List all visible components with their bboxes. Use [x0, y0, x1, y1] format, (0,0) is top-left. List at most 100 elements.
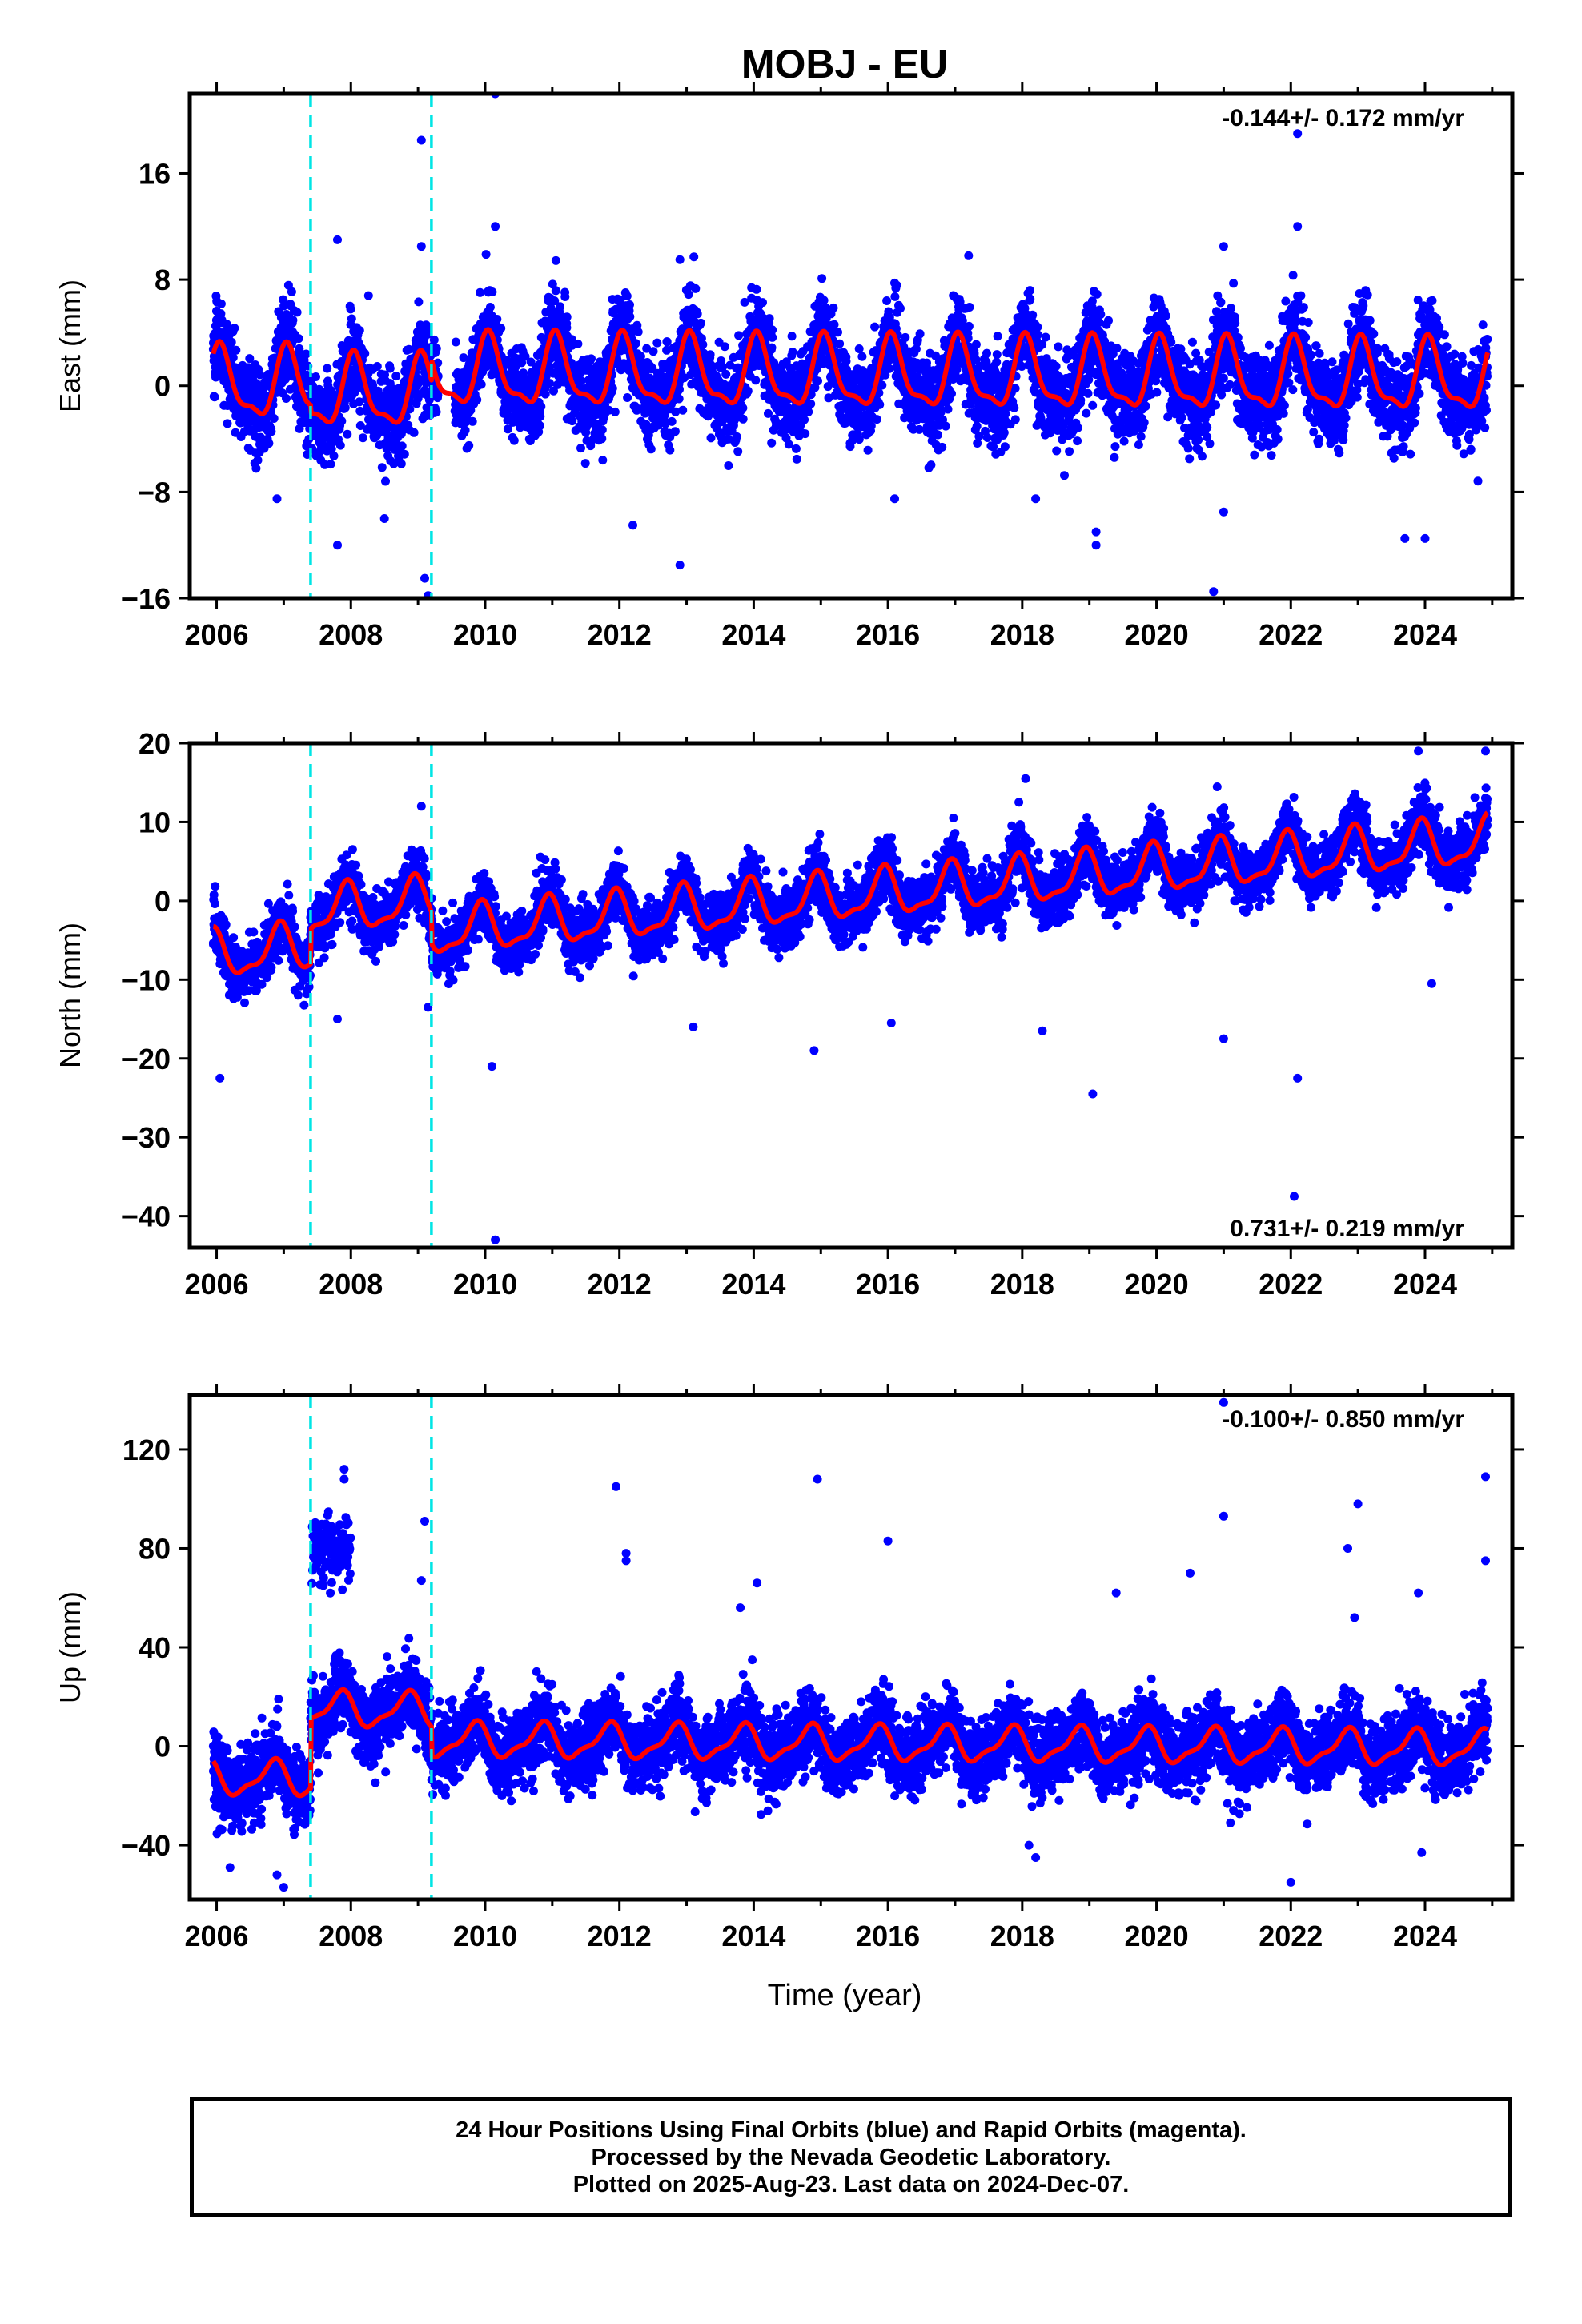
data-point [405, 404, 415, 414]
data-point [311, 372, 320, 381]
data-point [914, 424, 924, 434]
data-point [733, 447, 743, 456]
data-point [875, 400, 885, 409]
data-point [1073, 436, 1082, 446]
data-point [872, 415, 881, 424]
panel-1: 2006 2008 2010 2012 2014 2016 2018 2020 2022 2024… [54, 82, 1524, 651]
data-point [833, 328, 842, 337]
data-point [896, 304, 905, 313]
data-point [1073, 423, 1082, 432]
data-point [684, 290, 693, 300]
data-point [738, 403, 748, 412]
data-point [1139, 418, 1149, 428]
data-point [476, 380, 486, 389]
data-point [648, 347, 658, 356]
data-point [587, 354, 596, 364]
data-point [1051, 361, 1061, 371]
data-point [800, 415, 809, 424]
data-point [509, 436, 519, 445]
data-point [323, 364, 332, 373]
data-point [1141, 401, 1150, 411]
data-point [355, 421, 365, 430]
data-point [1083, 388, 1093, 398]
data-point [536, 402, 546, 412]
data-point [1112, 344, 1122, 353]
data-point [251, 464, 261, 473]
data-point [854, 344, 864, 353]
data-point [625, 312, 635, 321]
data-point [841, 356, 851, 366]
data-point [667, 416, 677, 426]
data-point [253, 456, 263, 465]
data-point [768, 325, 777, 335]
data-point [556, 302, 564, 312]
data-point [340, 403, 350, 412]
data-point [678, 405, 688, 415]
data-point [971, 340, 981, 349]
data-point [758, 298, 767, 308]
data-point [732, 432, 741, 441]
data-point [382, 444, 391, 453]
data-point [472, 395, 482, 404]
data-point [705, 350, 715, 360]
data-point [598, 456, 608, 465]
data-point [767, 343, 777, 352]
data-point [451, 337, 460, 347]
data-point [829, 303, 838, 312]
data-point [432, 407, 441, 416]
data-point [1065, 447, 1074, 456]
data-point [792, 454, 801, 464]
data-point [551, 286, 560, 296]
data-point [890, 292, 900, 301]
data-point [282, 394, 291, 403]
data-point [1076, 396, 1086, 405]
data-point [492, 315, 502, 324]
data-point [720, 342, 729, 352]
data-point [377, 463, 387, 472]
data-point [580, 459, 590, 468]
data-point [481, 250, 491, 259]
data-point [982, 348, 991, 358]
data-point [938, 442, 947, 452]
data-point [964, 321, 974, 331]
data-point [562, 323, 572, 332]
data-point [801, 429, 810, 439]
data-point [560, 292, 570, 301]
data-point [992, 350, 1002, 360]
data-point [1119, 436, 1129, 446]
data-point [459, 353, 468, 363]
data-point [545, 379, 554, 388]
data-point [947, 389, 956, 398]
data-point [791, 444, 801, 453]
data-point [691, 283, 701, 293]
data-point [223, 419, 232, 428]
data-point [857, 352, 867, 361]
data-point [675, 384, 684, 394]
data-point [623, 393, 632, 402]
data-point [787, 332, 797, 341]
data-point [347, 314, 356, 324]
data-point [468, 416, 477, 426]
data-point [400, 449, 409, 459]
data-point [264, 439, 274, 448]
data-point [432, 344, 441, 353]
data-point [294, 334, 303, 344]
data-point [885, 364, 894, 373]
data-point [863, 445, 873, 455]
panels: 2006 2008 2010 2012 2014 2016 2018 2020 2022 2024… [54, 82, 1524, 1952]
data-point [674, 394, 684, 404]
data-point [326, 460, 335, 469]
data-point [646, 444, 656, 454]
data-point [391, 372, 401, 381]
data-point [488, 287, 497, 296]
data-point [1033, 330, 1042, 340]
data-point [343, 429, 352, 439]
data-point [738, 414, 748, 424]
data-point [255, 370, 265, 380]
data-point [228, 353, 238, 362]
data-point [460, 425, 470, 435]
data-point [597, 425, 607, 435]
data-point [230, 324, 239, 333]
data-point [993, 332, 1002, 341]
data-point [355, 406, 365, 416]
